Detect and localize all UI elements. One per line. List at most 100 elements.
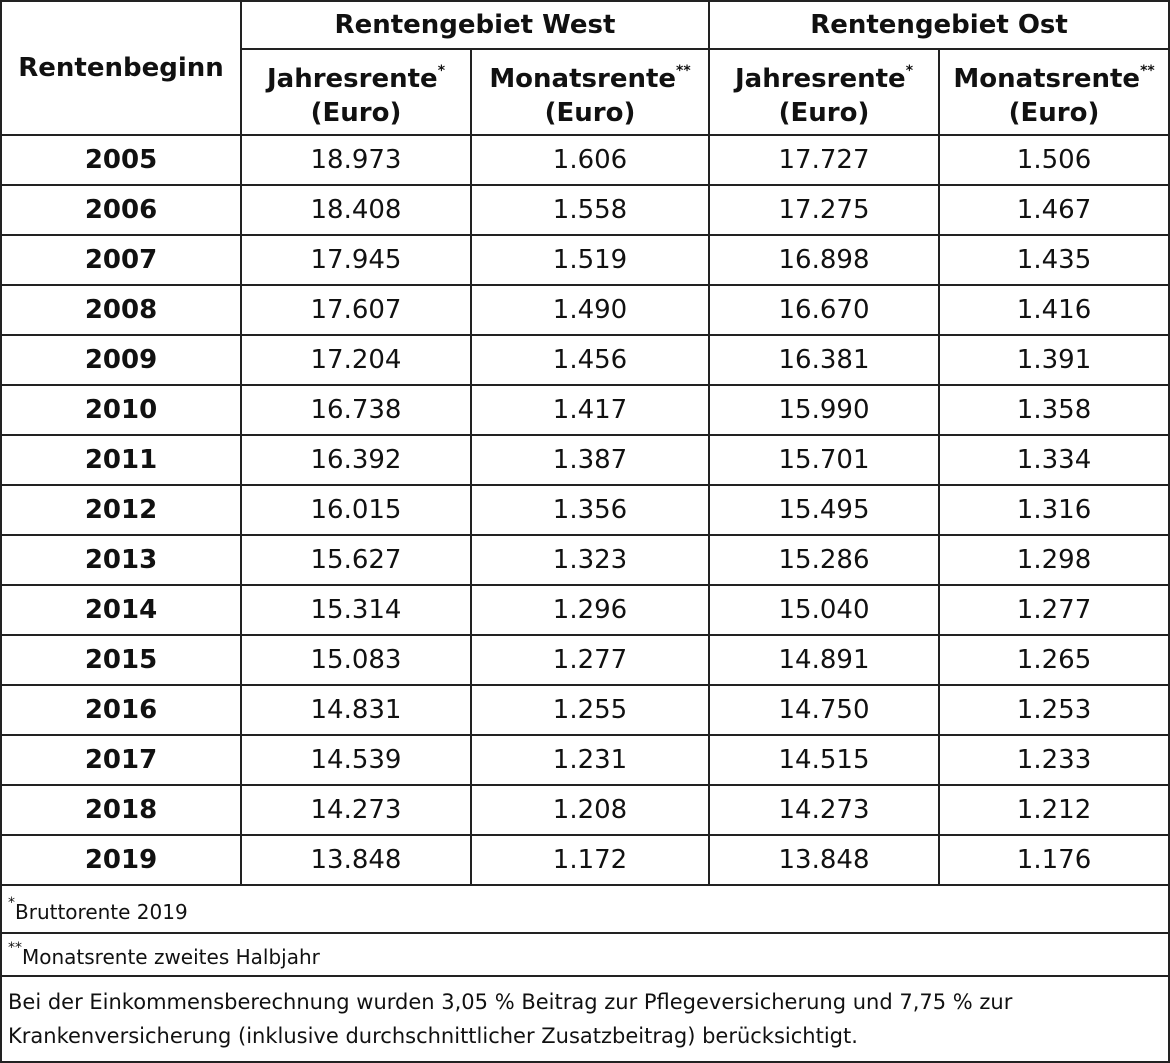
data-row: 2013 15.627 1.323 15.286 1.298 — [0, 534, 1170, 586]
value-cell: 1.606 — [469, 134, 711, 186]
value-cell: 14.831 — [240, 684, 472, 736]
value-cell: 1.172 — [469, 834, 711, 886]
value-cell: 15.701 — [708, 434, 941, 486]
data-row: 2009 17.204 1.456 16.381 1.391 — [0, 334, 1170, 386]
value-cell: 14.539 — [240, 734, 472, 786]
footnote-mark: * — [905, 63, 914, 79]
value-cell: 14.273 — [708, 784, 941, 836]
value-cell: 1.253 — [938, 684, 1170, 736]
year-cell: 2010 — [0, 384, 242, 436]
data-row: 2008 17.607 1.490 16.670 1.416 — [0, 284, 1170, 336]
column-label: Monatsrente — [489, 64, 677, 94]
value-cell: 15.286 — [708, 534, 941, 586]
value-cell: 17.607 — [240, 284, 472, 336]
year-cell: 2007 — [0, 234, 242, 286]
column-header: Monatsrente** (Euro) — [938, 48, 1170, 136]
value-cell: 16.015 — [240, 484, 472, 536]
data-row: 2005 18.973 1.606 17.727 1.506 — [0, 134, 1170, 186]
value-cell: 14.750 — [708, 684, 941, 736]
value-cell: 1.490 — [469, 284, 711, 336]
year-cell: 2009 — [0, 334, 242, 386]
value-cell: 1.296 — [469, 584, 711, 636]
value-cell: 1.456 — [469, 334, 711, 386]
value-cell: 1.277 — [469, 634, 711, 686]
year-cell: 2008 — [0, 284, 242, 336]
value-cell: 15.627 — [240, 534, 472, 586]
year-cell: 2005 — [0, 134, 242, 186]
value-cell: 17.727 — [708, 134, 941, 186]
value-cell: 13.848 — [240, 834, 472, 886]
value-cell: 15.040 — [708, 584, 941, 636]
value-cell: 16.898 — [708, 234, 941, 286]
year-cell: 2006 — [0, 184, 242, 236]
value-cell: 1.519 — [469, 234, 711, 286]
data-row: 2011 16.392 1.387 15.701 1.334 — [0, 434, 1170, 486]
value-cell: 18.973 — [240, 134, 472, 186]
footnote-mark: ** — [1140, 63, 1155, 79]
value-cell: 16.392 — [240, 434, 472, 486]
footnote: *Bruttorente 2019 — [0, 884, 1170, 934]
value-cell: 1.212 — [938, 784, 1170, 836]
data-row: 2016 14.831 1.255 14.750 1.253 — [0, 684, 1170, 736]
value-cell: 16.738 — [240, 384, 472, 436]
footnote-mark: * — [8, 894, 15, 911]
year-cell: 2018 — [0, 784, 242, 836]
footnote-mark: ** — [8, 940, 22, 956]
note-row: Bei der Einkommensberechnung wurden 3,05… — [0, 975, 1170, 1063]
value-cell: 1.387 — [469, 434, 711, 486]
value-cell: 1.435 — [938, 234, 1170, 286]
value-cell: 1.277 — [938, 584, 1170, 636]
data-row: 2010 16.738 1.417 15.990 1.358 — [0, 384, 1170, 436]
header-row: Rentenbeginn Rentengebiet West Rentengebie… — [0, 0, 1170, 136]
value-cell: 1.416 — [938, 284, 1170, 336]
column-unit: (Euro) — [544, 98, 636, 128]
data-row: 2006 18.408 1.558 17.275 1.467 — [0, 184, 1170, 236]
value-cell: 1.265 — [938, 634, 1170, 686]
note: Bei der Einkommensberechnung wurden 3,05… — [0, 975, 1170, 1063]
year-cell: 2016 — [0, 684, 242, 736]
value-cell: 15.990 — [708, 384, 941, 436]
value-cell: 13.848 — [708, 834, 941, 886]
footnote-mark: * — [437, 63, 446, 79]
footnote-text: Bruttorente 2019 — [15, 899, 188, 924]
value-cell: 1.417 — [469, 384, 711, 436]
column-label: Jahresrente — [735, 64, 906, 94]
year-cell: 2014 — [0, 584, 242, 636]
year-cell: 2017 — [0, 734, 242, 786]
value-cell: 1.176 — [938, 834, 1170, 886]
value-cell: 16.381 — [708, 334, 941, 386]
footnote-row: **Monatsrente zweites Halbjahr — [0, 932, 1170, 977]
column-header: Monatsrente** (Euro) — [469, 48, 711, 136]
column-label: Monatsrente — [953, 64, 1141, 94]
data-row: 2019 13.848 1.172 13.848 1.176 — [0, 834, 1170, 886]
value-cell: 15.495 — [708, 484, 941, 536]
group-header: Rentengebiet Ost — [708, 0, 1170, 50]
year-cell: 2011 — [0, 434, 242, 486]
value-cell: 1.334 — [938, 434, 1170, 486]
value-cell: 1.208 — [469, 784, 711, 836]
value-cell: 1.391 — [938, 334, 1170, 386]
data-row: 2007 17.945 1.519 16.898 1.435 — [0, 234, 1170, 286]
value-cell: 1.323 — [469, 534, 711, 586]
value-cell: 14.515 — [708, 734, 941, 786]
group-header: Rentengebiet West — [239, 0, 711, 50]
value-cell: 1.231 — [469, 734, 711, 786]
data-row: 2014 15.314 1.296 15.040 1.277 — [0, 584, 1170, 636]
value-cell: 16.670 — [708, 284, 941, 336]
value-cell: 1.316 — [938, 484, 1170, 536]
data-row: 2017 14.539 1.231 14.515 1.233 — [0, 734, 1170, 786]
column-unit: (Euro) — [778, 98, 870, 128]
column-header: Jahresrente* (Euro) — [708, 48, 941, 136]
year-cell: 2019 — [0, 834, 242, 886]
value-cell: 18.408 — [240, 184, 472, 236]
value-cell: 17.945 — [240, 234, 472, 286]
value-cell: 15.314 — [240, 584, 472, 636]
footnote-text: Monatsrente zweites Halbjahr — [22, 945, 320, 969]
column-unit: (Euro) — [1008, 98, 1100, 128]
value-cell: 1.558 — [469, 184, 711, 236]
year-cell: 2012 — [0, 484, 242, 536]
value-cell: 1.255 — [469, 684, 711, 736]
value-cell: 1.356 — [469, 484, 711, 536]
column-header: Jahresrente* (Euro) — [240, 48, 472, 136]
